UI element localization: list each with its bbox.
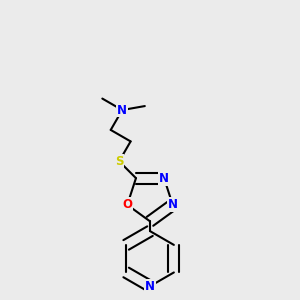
Text: N: N <box>168 198 178 211</box>
Text: O: O <box>122 198 132 211</box>
Text: N: N <box>159 172 169 184</box>
Text: N: N <box>145 280 155 293</box>
Text: S: S <box>115 155 123 168</box>
Text: N: N <box>117 103 127 116</box>
